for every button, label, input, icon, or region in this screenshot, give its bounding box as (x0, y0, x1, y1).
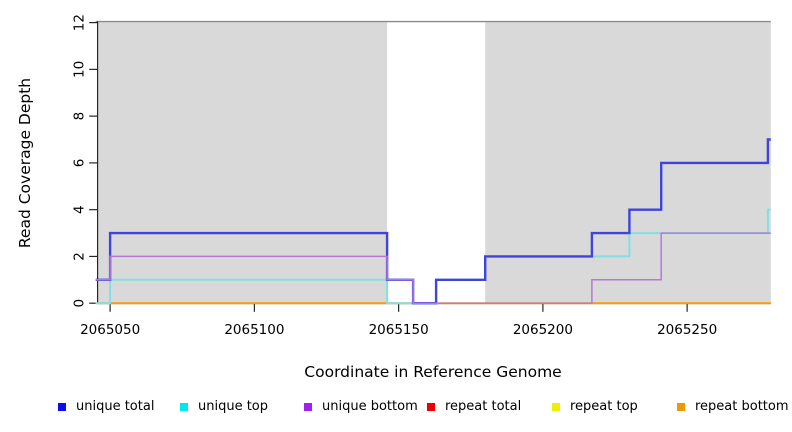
legend-swatch-icon (58, 403, 66, 411)
legend-label: repeat top (570, 399, 638, 414)
legend-label: repeat bottom (695, 399, 789, 414)
y-tick-label: 0 (72, 299, 88, 308)
y-tick-label: 4 (72, 205, 88, 214)
series-lines-layer (95, 138, 771, 305)
legend-label: unique total (76, 399, 155, 414)
y-tick-label: 2 (72, 252, 88, 261)
coverage-chart: 0 2 4 6 8 10 12 2065050 2065100 2065150 2065200 206… (16, 14, 771, 381)
series-line-unique-total (95, 138, 771, 305)
y-tick-label: 6 (72, 159, 88, 168)
y-tick-label: 12 (72, 14, 88, 31)
x-tick-label: 2065150 (369, 322, 429, 338)
legend: unique total unique top unique bottom repea… (0, 398, 792, 420)
y-tick-label: 8 (72, 112, 88, 121)
legend-swatch-icon (427, 403, 435, 411)
legend-swatch-icon (304, 403, 312, 411)
x-axis-title: Coordinate in Reference Genome (304, 363, 561, 381)
legend-swatch-icon (552, 403, 560, 411)
legend-label: repeat total (445, 399, 522, 414)
legend-swatch-icon (677, 403, 685, 411)
x-tick-label: 2065050 (80, 322, 140, 338)
legend-label: unique top (198, 399, 269, 414)
legend-swatch-icon (180, 403, 188, 411)
y-tick-label: 10 (72, 61, 88, 78)
x-tick-label: 2065250 (657, 322, 717, 338)
series-line-unique-bottom (95, 232, 771, 304)
y-axis-title: Read Coverage Depth (16, 78, 34, 248)
legend-label: unique bottom (322, 399, 418, 414)
x-tick-label: 2065100 (224, 322, 284, 338)
x-tick-label: 2065200 (513, 322, 573, 338)
shaded-region (98, 22, 388, 304)
